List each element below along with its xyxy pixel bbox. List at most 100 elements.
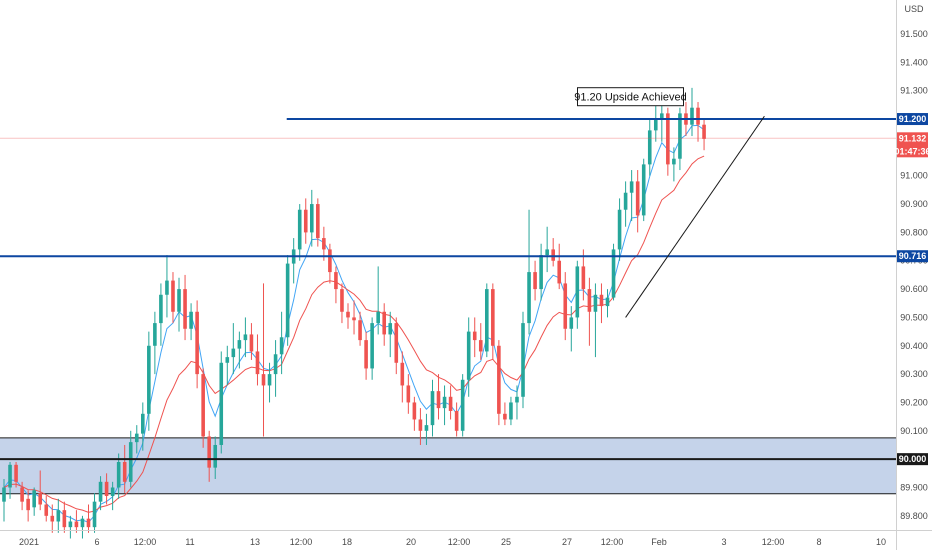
candle-body	[460, 379, 465, 431]
candle	[38, 470, 43, 511]
candle	[605, 289, 610, 318]
candle	[297, 204, 302, 261]
annotation-callout[interactable]: 91.20 Upside Achieved	[574, 87, 687, 107]
candle-body	[183, 289, 187, 329]
candle	[491, 283, 495, 360]
candle-body	[297, 209, 302, 250]
candle	[527, 209, 531, 335]
candle	[430, 379, 435, 437]
x-tick-label: 12:00	[601, 537, 624, 547]
candle	[448, 385, 453, 420]
x-tick-label: 12:00	[134, 537, 157, 547]
candle-body	[702, 124, 706, 139]
candle	[647, 119, 652, 176]
trendline[interactable]	[625, 115, 765, 318]
candle-body	[334, 272, 338, 290]
candle-body	[8, 464, 12, 488]
candle	[213, 436, 218, 479]
candle-body	[86, 518, 91, 528]
candle	[653, 102, 658, 142]
x-tick-label: 8	[816, 537, 821, 547]
current-price-tag-text: 91.132	[899, 133, 927, 143]
candle-body	[666, 113, 670, 165]
level-price-tag: 91.200	[897, 113, 928, 126]
candle-body	[177, 289, 181, 312]
candle	[509, 396, 513, 426]
candle-body	[497, 345, 501, 414]
candle-body	[466, 331, 471, 380]
candle	[14, 461, 18, 488]
candle-body	[641, 164, 646, 216]
candle	[334, 266, 338, 304]
time-axis[interactable]: 2021 6 12:00 11 13 12:00 18 20 12:00 25 27 12:00 Feb…	[19, 537, 886, 547]
candle	[74, 510, 79, 533]
y-tick-label: 90.100	[900, 426, 928, 436]
candle-body	[255, 351, 260, 375]
level-price-tag-bg	[897, 453, 928, 466]
candle-body	[267, 374, 272, 386]
x-tick-label: 20	[406, 537, 416, 547]
x-tick-label: 12:00	[762, 537, 785, 547]
candle-body	[611, 249, 616, 298]
candle-body	[261, 374, 266, 386]
candle-body	[225, 357, 230, 363]
candle-body	[678, 113, 682, 159]
candle	[225, 345, 230, 386]
annotation-layer: 91.20 Upside Achieved	[574, 87, 765, 318]
candle	[8, 461, 12, 499]
candle	[346, 303, 350, 329]
candle-body	[56, 510, 61, 522]
y-tick-label: 91.500	[900, 29, 928, 39]
candle-body	[599, 294, 604, 307]
y-tick-label: 90.300	[900, 369, 928, 379]
price-axis[interactable]: 89.800 89.900 90.000 90.100 90.200 90.300 90.4…	[900, 29, 928, 521]
level-price-tag-text: 90.716	[899, 251, 927, 261]
candle-body	[418, 419, 423, 431]
candle-body	[454, 410, 459, 431]
y-tick-label: 90.500	[900, 312, 928, 322]
candle-body	[575, 266, 580, 318]
candle	[201, 368, 205, 448]
candle-body	[557, 260, 562, 284]
candle-body	[116, 461, 121, 488]
x-tick-label: 18	[342, 537, 352, 547]
candle	[159, 283, 163, 346]
candle	[370, 317, 374, 380]
candle-body	[104, 481, 109, 496]
candle-body	[690, 107, 694, 125]
candle-body	[201, 374, 205, 437]
candle	[195, 300, 199, 389]
candle	[690, 87, 694, 137]
candle	[599, 283, 604, 324]
candle-body	[128, 442, 133, 482]
candle	[478, 323, 483, 360]
candle	[352, 300, 356, 335]
candle-body	[527, 272, 531, 324]
candle	[116, 453, 121, 499]
x-tick-label: 12:00	[290, 537, 313, 547]
candle	[400, 351, 405, 403]
x-tick-label: 13	[250, 537, 260, 547]
candle	[466, 317, 471, 397]
candle-body	[231, 348, 236, 358]
candle	[641, 158, 646, 222]
candle-body	[406, 385, 411, 403]
candle	[406, 374, 411, 414]
candle	[533, 260, 537, 301]
candle	[147, 331, 151, 431]
candle	[110, 481, 115, 511]
candle	[503, 402, 507, 426]
candle	[267, 362, 272, 403]
candle-body	[171, 280, 175, 312]
candle	[279, 311, 284, 375]
x-tick-label: Feb	[651, 537, 667, 547]
price-tags-layer: 91.200 90.716 90.000 91.132 01:47:36	[894, 113, 931, 466]
candle	[672, 147, 676, 182]
candle	[261, 283, 266, 437]
candles-layer	[2, 87, 706, 539]
candle-body	[605, 297, 610, 307]
candle-body	[68, 521, 73, 528]
candle	[617, 198, 622, 261]
level-price-tag: 90.716	[897, 250, 928, 263]
